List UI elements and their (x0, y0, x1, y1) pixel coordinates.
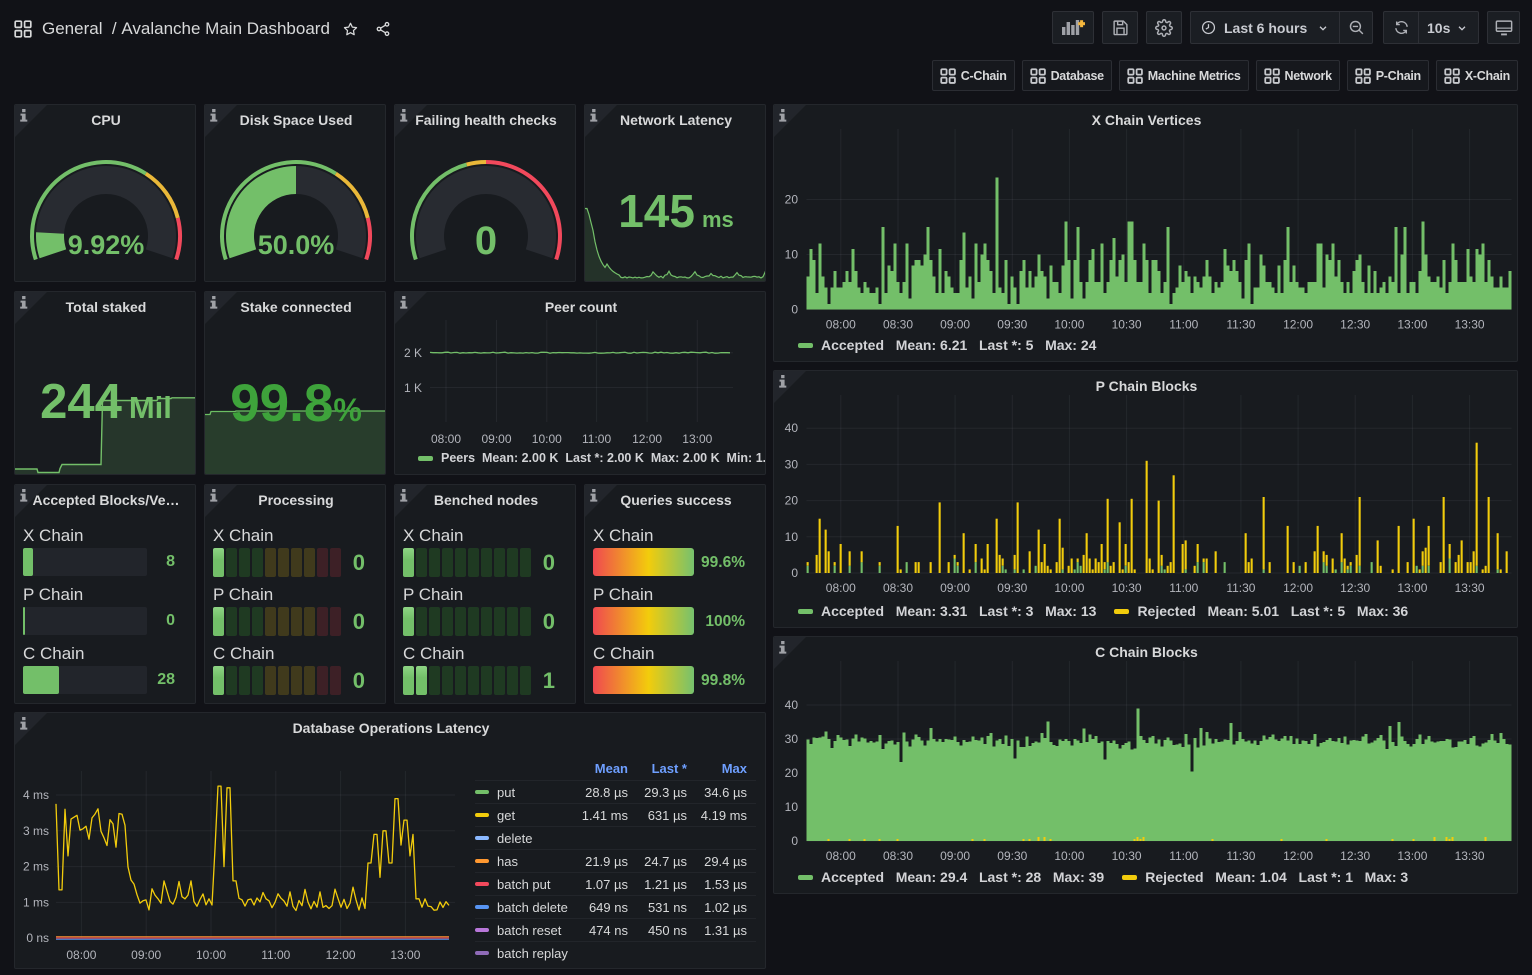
svg-text:0: 0 (791, 566, 798, 580)
svg-text:10: 10 (785, 530, 799, 544)
svg-text:09:00: 09:00 (131, 948, 161, 962)
svg-text:4 ms: 4 ms (23, 788, 49, 802)
svg-text:12:00: 12:00 (1283, 318, 1313, 332)
svg-text:11:00: 11:00 (1169, 849, 1198, 863)
svg-text:0: 0 (475, 219, 497, 263)
svg-text:0: 0 (791, 303, 798, 317)
svg-text:10:30: 10:30 (1112, 581, 1142, 595)
svg-text:09:30: 09:30 (997, 318, 1027, 332)
svg-text:10:00: 10:00 (1054, 318, 1084, 332)
svg-text:10:30: 10:30 (1112, 849, 1142, 863)
svg-text:09:00: 09:00 (940, 581, 970, 595)
svg-text:20: 20 (785, 494, 799, 508)
svg-text:13:00: 13:00 (1397, 581, 1427, 595)
svg-text:11:00: 11:00 (1169, 318, 1198, 332)
svg-text:10: 10 (785, 800, 799, 814)
svg-text:11:30: 11:30 (1226, 581, 1255, 595)
svg-text:08:00: 08:00 (826, 581, 856, 595)
svg-text:12:30: 12:30 (1340, 849, 1370, 863)
svg-text:10:00: 10:00 (1054, 849, 1084, 863)
svg-text:13:00: 13:00 (390, 948, 420, 962)
svg-text:30: 30 (785, 457, 799, 471)
svg-text:1 K: 1 K (404, 381, 422, 395)
svg-text:12:30: 12:30 (1340, 318, 1370, 332)
svg-text:3 ms: 3 ms (23, 824, 49, 838)
svg-text:0 ns: 0 ns (26, 931, 49, 945)
svg-text:13:30: 13:30 (1455, 849, 1485, 863)
svg-text:13:00: 13:00 (682, 432, 712, 446)
svg-text:11:30: 11:30 (1226, 318, 1255, 332)
svg-text:08:30: 08:30 (883, 581, 913, 595)
svg-text:09:30: 09:30 (997, 849, 1027, 863)
svg-text:0: 0 (791, 834, 798, 848)
svg-text:08:00: 08:00 (66, 948, 96, 962)
svg-text:08:00: 08:00 (826, 849, 856, 863)
svg-text:2 K: 2 K (404, 346, 422, 360)
svg-text:10:30: 10:30 (1112, 318, 1142, 332)
svg-text:11:00: 11:00 (1169, 581, 1198, 595)
svg-text:20: 20 (785, 766, 799, 780)
svg-text:11:30: 11:30 (1226, 849, 1255, 863)
svg-text:13:30: 13:30 (1455, 318, 1485, 332)
svg-text:09:30: 09:30 (997, 581, 1027, 595)
svg-text:09:00: 09:00 (481, 432, 511, 446)
svg-text:10:00: 10:00 (196, 948, 226, 962)
svg-text:99.8%: 99.8% (230, 374, 362, 433)
svg-text:09:00: 09:00 (940, 318, 970, 332)
svg-text:10:00: 10:00 (1054, 581, 1084, 595)
svg-text:13:30: 13:30 (1455, 581, 1485, 595)
svg-text:2 ms: 2 ms (23, 860, 49, 874)
svg-text:08:30: 08:30 (883, 318, 913, 332)
svg-text:08:00: 08:00 (431, 432, 461, 446)
svg-text:40: 40 (785, 421, 799, 435)
svg-text:50.0%: 50.0% (258, 230, 335, 260)
svg-text:30: 30 (785, 732, 799, 746)
svg-text:08:00: 08:00 (826, 318, 856, 332)
svg-text:12:00: 12:00 (1283, 849, 1313, 863)
svg-text:13:00: 13:00 (1397, 849, 1427, 863)
svg-text:1 ms: 1 ms (23, 895, 49, 909)
svg-text:40: 40 (785, 698, 799, 712)
svg-text:08:30: 08:30 (883, 849, 913, 863)
svg-text:13:00: 13:00 (1397, 318, 1427, 332)
svg-text:20: 20 (785, 193, 799, 207)
svg-text:11:00: 11:00 (261, 948, 290, 962)
svg-text:10:00: 10:00 (532, 432, 562, 446)
svg-text:11:00: 11:00 (582, 432, 611, 446)
svg-text:9.92%: 9.92% (68, 230, 145, 260)
svg-text:12:00: 12:00 (632, 432, 662, 446)
svg-text:12:30: 12:30 (1340, 581, 1370, 595)
svg-text:09:00: 09:00 (940, 849, 970, 863)
svg-text:10: 10 (785, 248, 799, 262)
svg-text:12:00: 12:00 (1283, 581, 1313, 595)
svg-text:12:00: 12:00 (326, 948, 356, 962)
